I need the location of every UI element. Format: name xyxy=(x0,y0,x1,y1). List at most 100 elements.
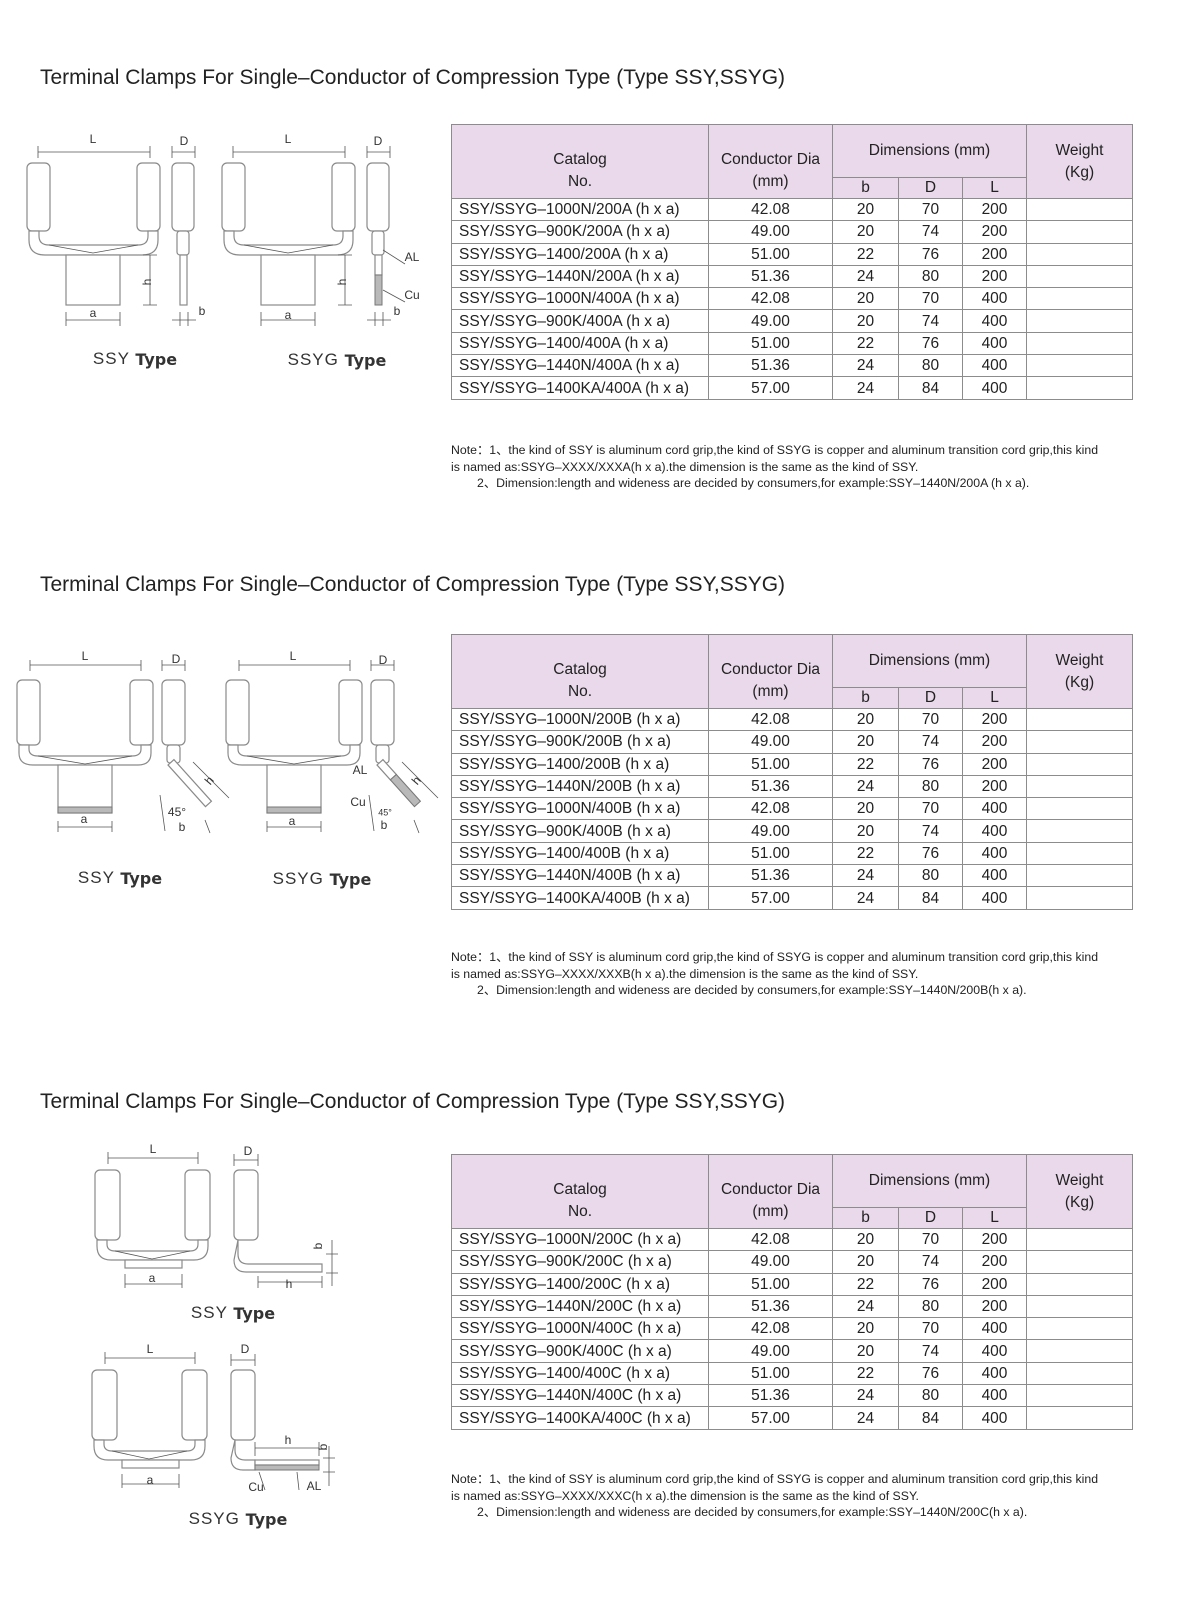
table-cell: 400 xyxy=(962,797,1027,821)
dim-label: L xyxy=(285,132,292,146)
dim-label: a xyxy=(90,306,97,320)
table-cell xyxy=(1026,331,1133,356)
part-shape xyxy=(136,162,161,232)
dim-label: L xyxy=(147,1342,154,1356)
note-line: 2、Dimension:length and wideness are deci… xyxy=(477,1505,1028,1519)
table-cell: 200 xyxy=(962,242,1027,266)
header-text: No. xyxy=(567,172,593,190)
header-text: Catalog xyxy=(553,1180,607,1198)
part-shape xyxy=(161,679,186,746)
header-text: Conductor Dia xyxy=(720,1180,821,1198)
table-cell: 20 xyxy=(832,1317,899,1341)
note-line: is named as:SSYG–XXXX/XXXB(h x a).the di… xyxy=(451,966,919,981)
header-text: (Kg) xyxy=(1064,1193,1095,1211)
dimension-line xyxy=(37,146,196,326)
table-cell: 20 xyxy=(832,797,899,821)
dim-label: a xyxy=(81,812,88,826)
table-cell: 70 xyxy=(898,707,963,732)
type-word: Type xyxy=(345,351,387,370)
part-shape xyxy=(94,1169,121,1241)
table-cell: 22 xyxy=(832,242,899,266)
table-row: SSY/SSYG–900K/200B (h x a) 49.00 20 74 200 xyxy=(451,730,1133,754)
table-cell: SSY/SSYG–1440N/200C (h x a) xyxy=(451,1294,709,1319)
part-shape xyxy=(223,230,354,256)
table-row: SSY/SSYG–1440N/400C (h x a) 51.36 24 80 400 xyxy=(451,1384,1133,1408)
table-row: SSY/SSYG–1440N/200A (h x a) 51.36 24 80 200 xyxy=(451,264,1133,289)
header-text: Conductor Dia xyxy=(720,660,821,678)
table-row: SSY/SSYG–1440N/400A (h x a) 51.36 24 80 400 xyxy=(451,354,1133,378)
ssyg-drawing xyxy=(221,146,406,326)
part-shape xyxy=(57,764,113,814)
type-name: SSYG xyxy=(273,869,324,888)
type-label: SSYG Type xyxy=(273,869,372,888)
dim-label: h xyxy=(286,1277,293,1291)
dim-label: h xyxy=(409,773,424,787)
table-cell: 49.00 xyxy=(708,220,833,244)
table-cell: SSY/SSYG–1400/400C (h x a) xyxy=(451,1361,709,1386)
part-shape xyxy=(184,1169,211,1241)
table-cell: 57.00 xyxy=(708,376,833,400)
table-cell: 49.00 xyxy=(708,819,833,843)
dim-label: h xyxy=(202,773,217,787)
dim-label: b xyxy=(179,820,186,834)
part-shape xyxy=(167,758,213,808)
table-row: SSY/SSYG–1000N/200C (h x a) 42.08 20 70 200 xyxy=(451,1227,1133,1252)
table-row: SSY/SSYG–1000N/200B (h x a) 42.08 20 70 200 xyxy=(451,707,1133,732)
table-cell xyxy=(1026,220,1133,244)
table-cell: 74 xyxy=(898,1339,963,1363)
table-cell: SSY/SSYG–900K/400C (h x a) xyxy=(451,1339,709,1363)
header-text: (mm) xyxy=(752,682,789,700)
dim-label: h xyxy=(140,279,154,286)
table-cell: SSY/SSYG–1000N/400A (h x a) xyxy=(451,287,709,311)
part-shape xyxy=(254,1459,320,1466)
dimension-line xyxy=(29,660,230,834)
type-name: SSY xyxy=(191,1303,228,1322)
table-cell: 51.36 xyxy=(708,354,833,378)
header-text: (mm) xyxy=(752,1202,789,1220)
table-cell: 80 xyxy=(898,774,963,799)
dim-label: D xyxy=(244,1144,253,1158)
table-row: SSY/SSYG–900K/200A (h x a) 49.00 20 74 200 xyxy=(451,220,1133,244)
table-cell xyxy=(1026,287,1133,311)
table-row: SSY/SSYG–1400/200A (h x a) 51.00 22 76 200 xyxy=(451,242,1133,266)
header-text: (Kg) xyxy=(1064,163,1095,181)
dim-label: a xyxy=(149,1271,156,1285)
dimension-line xyxy=(48,244,139,254)
table-cell: 76 xyxy=(898,242,963,266)
dim-label: b xyxy=(394,304,401,318)
table-cell: SSY/SSYG–1400/400B (h x a) xyxy=(451,841,709,866)
part-shape xyxy=(230,1439,256,1471)
table-cell: SSY/SSYG–1440N/400B (h x a) xyxy=(451,864,709,888)
header-cell: Catalog No. xyxy=(451,124,709,199)
table-cell: 51.00 xyxy=(708,841,833,866)
table-cell: 70 xyxy=(898,1227,963,1252)
table-cell xyxy=(1026,1339,1133,1363)
table-cell: 74 xyxy=(898,1250,963,1274)
ssy-drawing xyxy=(26,146,196,326)
table-cell: 200 xyxy=(962,1272,1027,1296)
table-cell: 84 xyxy=(898,376,963,400)
note: Note：1、the kind of SSY is aluminum cord … xyxy=(451,949,1098,999)
header-cell: L xyxy=(962,1207,1027,1229)
header-text: No. xyxy=(567,682,593,700)
part-shape xyxy=(374,254,383,276)
table-cell: 74 xyxy=(898,220,963,244)
table-cell: 51.36 xyxy=(708,1294,833,1319)
table-cell: 400 xyxy=(962,331,1027,356)
table-cell: 70 xyxy=(898,197,963,222)
part-shape xyxy=(230,1369,256,1441)
table-cell: 70 xyxy=(898,797,963,821)
header-text: Conductor Dia xyxy=(720,150,821,168)
type-label: SSY Type xyxy=(191,1303,275,1322)
header-cell: D xyxy=(898,177,963,199)
dimension-line xyxy=(243,244,334,254)
table-cell: SSY/SSYG–1400/400A (h x a) xyxy=(451,331,709,356)
spec-table: Catalog No. Conductor Dia (mm) Dimensions (m… xyxy=(451,634,1133,910)
part-shape xyxy=(57,806,113,814)
table-cell xyxy=(1026,1294,1133,1319)
dim-label: a xyxy=(285,308,292,322)
note-line: Note：1、the kind of SSY is aluminum cord … xyxy=(451,950,1099,964)
table-cell xyxy=(1026,354,1133,378)
dim-label: L xyxy=(150,1142,157,1156)
table-cell: 200 xyxy=(962,220,1027,244)
